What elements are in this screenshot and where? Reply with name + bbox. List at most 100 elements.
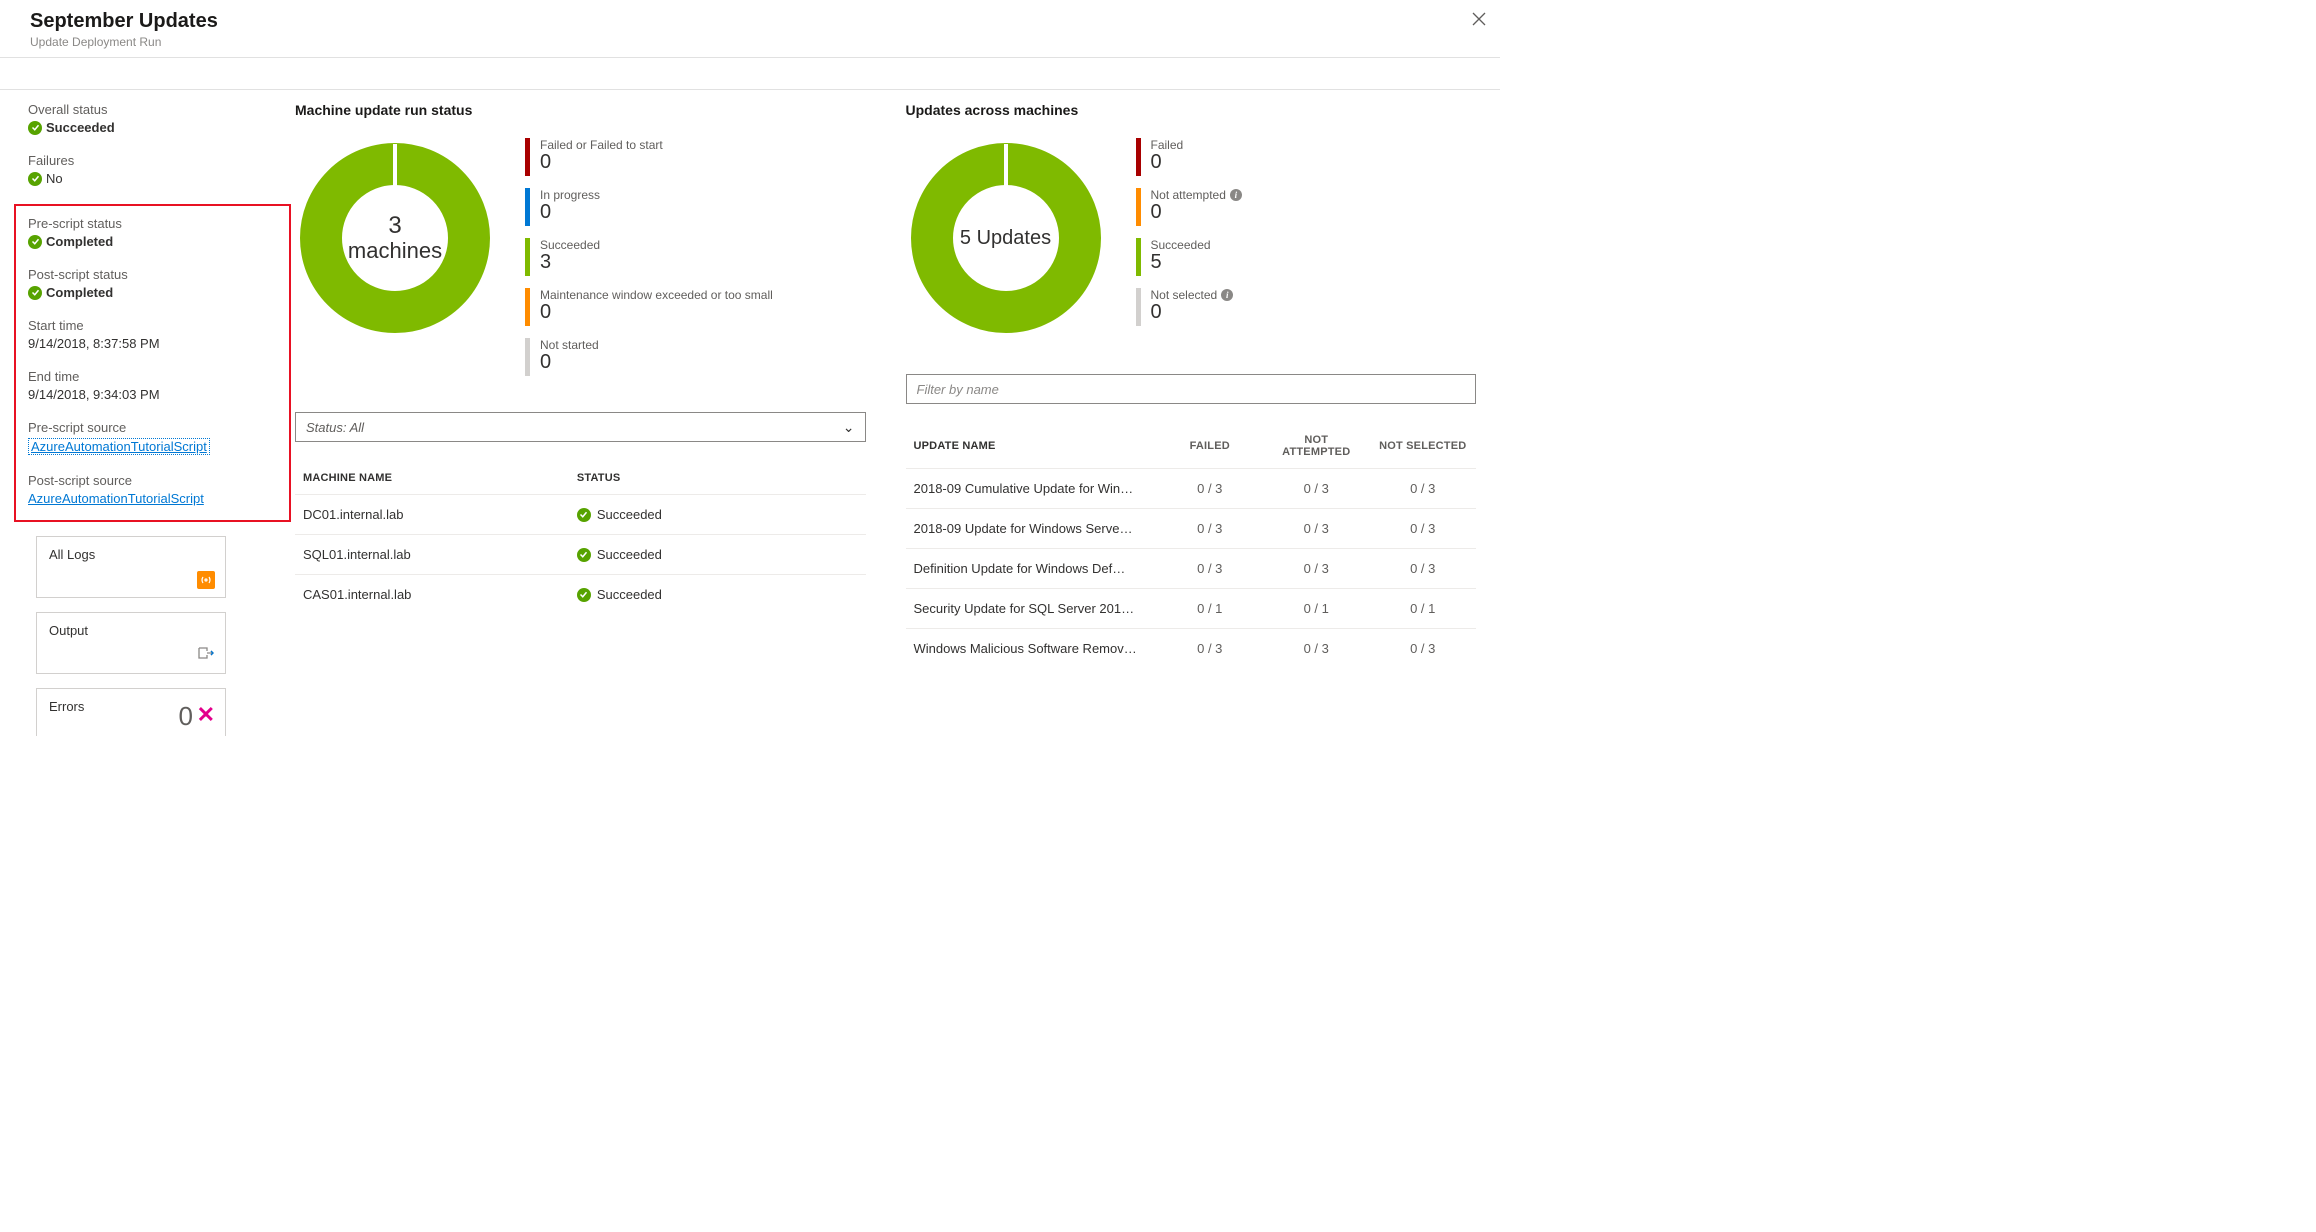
legend-label: Maintenance window exceeded or too small [540, 288, 773, 302]
legend-color-bar [525, 138, 530, 176]
not-attempted-cell: 0 / 3 [1263, 549, 1369, 589]
legend-label: Not attempted i [1151, 188, 1242, 202]
legend-label: Failed [1151, 138, 1184, 152]
updates-panel: Updates across machines 5 Updates Failed… [906, 102, 1477, 750]
legend-value: 5 [1151, 252, 1211, 272]
legend-label: Not started [540, 338, 599, 352]
not-attempted-cell: 0 / 3 [1263, 469, 1369, 509]
postscript-source-link[interactable]: AzureAutomationTutorialScript [28, 491, 204, 506]
x-icon: ✕ [197, 702, 215, 728]
machine-name-cell: SQL01.internal.lab [295, 535, 569, 575]
check-icon [577, 508, 591, 522]
update-name-cell: Security Update for SQL Server 201… [906, 589, 1157, 629]
legend-value: 0 [540, 202, 600, 222]
legend-value: 0 [1151, 202, 1242, 222]
table-row[interactable]: Windows Malicious Software Remov… 0 / 3 … [906, 629, 1477, 669]
col-status: STATUS [569, 460, 866, 495]
failed-cell: 0 / 1 [1157, 589, 1263, 629]
updates-table: UPDATE NAME FAILED NOT ATTEMPTED NOT SEL… [906, 422, 1477, 668]
legend-color-bar [1136, 188, 1141, 226]
postscript-source-label: Post-script source [28, 473, 277, 488]
col-not-selected: NOT SELECTED [1369, 422, 1476, 469]
legend-color-bar [1136, 288, 1141, 326]
prescript-source-label: Pre-script source [28, 420, 277, 435]
not-attempted-cell: 0 / 1 [1263, 589, 1369, 629]
failed-cell: 0 / 3 [1157, 549, 1263, 589]
panel-title: Machine update run status [295, 102, 866, 118]
legend-label: Succeeded [1151, 238, 1211, 252]
all-logs-tile[interactable]: All Logs [36, 536, 226, 598]
machine-status-cell: Succeeded [569, 495, 866, 535]
failed-cell: 0 / 3 [1157, 509, 1263, 549]
filter-by-name-input[interactable] [906, 374, 1477, 404]
export-icon [197, 644, 215, 665]
status-filter-value: Status: All [306, 420, 364, 435]
legend-item: In progress 0 [525, 188, 773, 226]
failed-cell: 0 / 3 [1157, 469, 1263, 509]
donut-count: 3 [388, 213, 401, 239]
postscript-status-value: Completed [46, 285, 113, 300]
updates-legend: Failed 0 Not attempted i 0 Succeeded 5 N… [1136, 138, 1242, 326]
end-time-value: 9/14/2018, 9:34:03 PM [28, 387, 277, 402]
tile-label: All Logs [49, 547, 213, 562]
machine-status-cell: Succeeded [569, 575, 866, 615]
update-name-cell: 2018-09 Update for Windows Serve… [906, 509, 1157, 549]
table-row[interactable]: Security Update for SQL Server 201… 0 / … [906, 589, 1477, 629]
errors-tile[interactable]: Errors 0 ✕ [36, 688, 226, 736]
blade-header: September Updates Update Deployment Run [0, 0, 1500, 58]
broadcast-icon [197, 571, 215, 589]
update-name-cell: 2018-09 Cumulative Update for Win… [906, 469, 1157, 509]
start-time-value: 9/14/2018, 8:37:58 PM [28, 336, 277, 351]
legend-value: 0 [540, 302, 773, 322]
prescript-status-value: Completed [46, 234, 113, 249]
tile-label: Output [49, 623, 213, 638]
col-not-attempted: NOT ATTEMPTED [1263, 422, 1369, 469]
updates-donut: 5 Updates [906, 138, 1106, 338]
table-row[interactable]: DC01.internal.lab Succeeded [295, 495, 866, 535]
chevron-down-icon: ⌄ [843, 419, 855, 436]
legend-item: Failed 0 [1136, 138, 1242, 176]
legend-value: 3 [540, 252, 600, 272]
close-icon[interactable] [1472, 10, 1486, 31]
not-attempted-cell: 0 / 3 [1263, 629, 1369, 669]
legend-value: 0 [1151, 302, 1234, 322]
overall-status-label: Overall status [28, 102, 295, 117]
info-icon[interactable]: i [1221, 289, 1233, 301]
not-selected-cell: 0 / 3 [1369, 549, 1476, 589]
col-update-name: UPDATE NAME [906, 422, 1157, 469]
check-icon [577, 548, 591, 562]
legend-value: 0 [540, 352, 599, 372]
legend-label: Failed or Failed to start [540, 138, 663, 152]
col-failed: FAILED [1157, 422, 1263, 469]
table-row[interactable]: 2018-09 Update for Windows Serve… 0 / 3 … [906, 509, 1477, 549]
legend-label: Not selected i [1151, 288, 1234, 302]
machine-legend: Failed or Failed to start 0 In progress … [525, 138, 773, 376]
legend-value: 0 [1151, 152, 1184, 172]
machine-run-panel: Machine update run status 3 machines Fai… [295, 102, 866, 750]
prescript-source-link[interactable]: AzureAutomationTutorialScript [28, 438, 210, 455]
legend-color-bar [525, 188, 530, 226]
check-icon [28, 286, 42, 300]
highlighted-region: Pre-script status Completed Post-script … [14, 204, 291, 522]
failures-value: No [46, 171, 63, 186]
legend-color-bar [1136, 238, 1141, 276]
legend-color-bar [525, 338, 530, 376]
legend-item: Maintenance window exceeded or too small… [525, 288, 773, 326]
errors-count: 0 [179, 701, 193, 732]
overall-status-value: Succeeded [46, 120, 115, 135]
info-icon[interactable]: i [1230, 189, 1242, 201]
failures-label: Failures [28, 153, 295, 168]
legend-item: Not attempted i 0 [1136, 188, 1242, 226]
table-row[interactable]: CAS01.internal.lab Succeeded [295, 575, 866, 615]
table-row[interactable]: SQL01.internal.lab Succeeded [295, 535, 866, 575]
machine-name-cell: DC01.internal.lab [295, 495, 569, 535]
output-tile[interactable]: Output [36, 612, 226, 674]
postscript-status-label: Post-script status [28, 267, 277, 282]
donut-text: 5 Updates [960, 227, 1051, 249]
machine-name-cell: CAS01.internal.lab [295, 575, 569, 615]
table-row[interactable]: 2018-09 Cumulative Update for Win… 0 / 3… [906, 469, 1477, 509]
status-filter-select[interactable]: Status: All ⌄ [295, 412, 866, 442]
legend-item: Failed or Failed to start 0 [525, 138, 773, 176]
table-row[interactable]: Definition Update for Windows Def… 0 / 3… [906, 549, 1477, 589]
legend-item: Not selected i 0 [1136, 288, 1242, 326]
